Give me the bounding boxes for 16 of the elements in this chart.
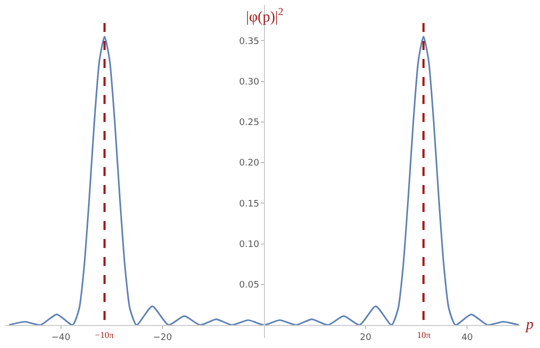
x-axis-title: p: [525, 317, 534, 333]
x-tick-label: −20: [152, 332, 172, 343]
y-tick-label: 0.35: [239, 36, 260, 47]
ref-line-label: −10π: [95, 330, 114, 340]
y-tick-label: 0.30: [239, 78, 260, 88]
line-series: [8, 36, 520, 326]
y-tick-label: 0.05: [239, 280, 260, 291]
x-tick-label: 40: [461, 332, 474, 343]
y-tick-label: 0.10: [239, 240, 260, 250]
ref-line-label: 10π: [417, 330, 431, 340]
x-tick-label: −40: [51, 332, 71, 343]
y-tick-label: 0.15: [239, 199, 260, 210]
x-tick-label: 20: [360, 332, 372, 343]
y-tick-label: 0.20: [239, 158, 260, 169]
y-tick-label: 0.25: [239, 118, 260, 128]
y-axis-title: |φ(p)|$^{2}$: [246, 7, 284, 26]
